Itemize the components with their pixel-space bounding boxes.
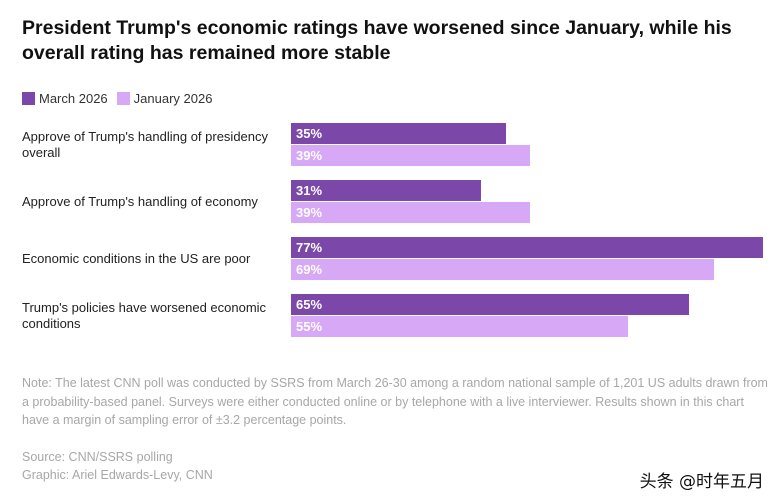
legend-label-march: March 2026 xyxy=(39,91,108,106)
legend-swatch-january xyxy=(116,92,130,105)
chart-note: Note: The latest CNN poll was conducted … xyxy=(22,376,768,427)
bar-march: 65% xyxy=(291,294,690,315)
chart-source: Source: CNN/SSRS polling xyxy=(22,450,173,464)
category-label: Economic conditions in the US are poor xyxy=(22,250,251,266)
bar-march: 35% xyxy=(291,123,506,144)
bar-january: 55% xyxy=(291,316,629,337)
bar-january: 39% xyxy=(291,145,531,166)
category-label: Trump's policies have worsened economic … xyxy=(22,299,267,331)
bar-march: 77% xyxy=(291,237,763,258)
category-label: Approve of Trump's handling of economy xyxy=(22,193,258,209)
legend-swatch-march xyxy=(22,92,35,105)
legend-item-march: March 2026 xyxy=(22,91,108,106)
bar-january: 39% xyxy=(291,202,531,223)
chart-title: President Trump's economic ratings have … xyxy=(22,17,732,64)
watermark: 头条 @时年五月 xyxy=(639,472,764,492)
bar-january: 69% xyxy=(291,259,714,280)
legend-label-january: January 2026 xyxy=(133,91,213,106)
legend-item-january: January 2026 xyxy=(116,91,213,106)
category-label: Approve of Trump's handling of presidenc… xyxy=(22,128,269,160)
chart-credit: Graphic: Ariel Edwards-Levy, CNN xyxy=(22,468,213,482)
bar-march: 31% xyxy=(291,180,482,201)
legend: March 2026 January 2026 xyxy=(22,91,221,106)
